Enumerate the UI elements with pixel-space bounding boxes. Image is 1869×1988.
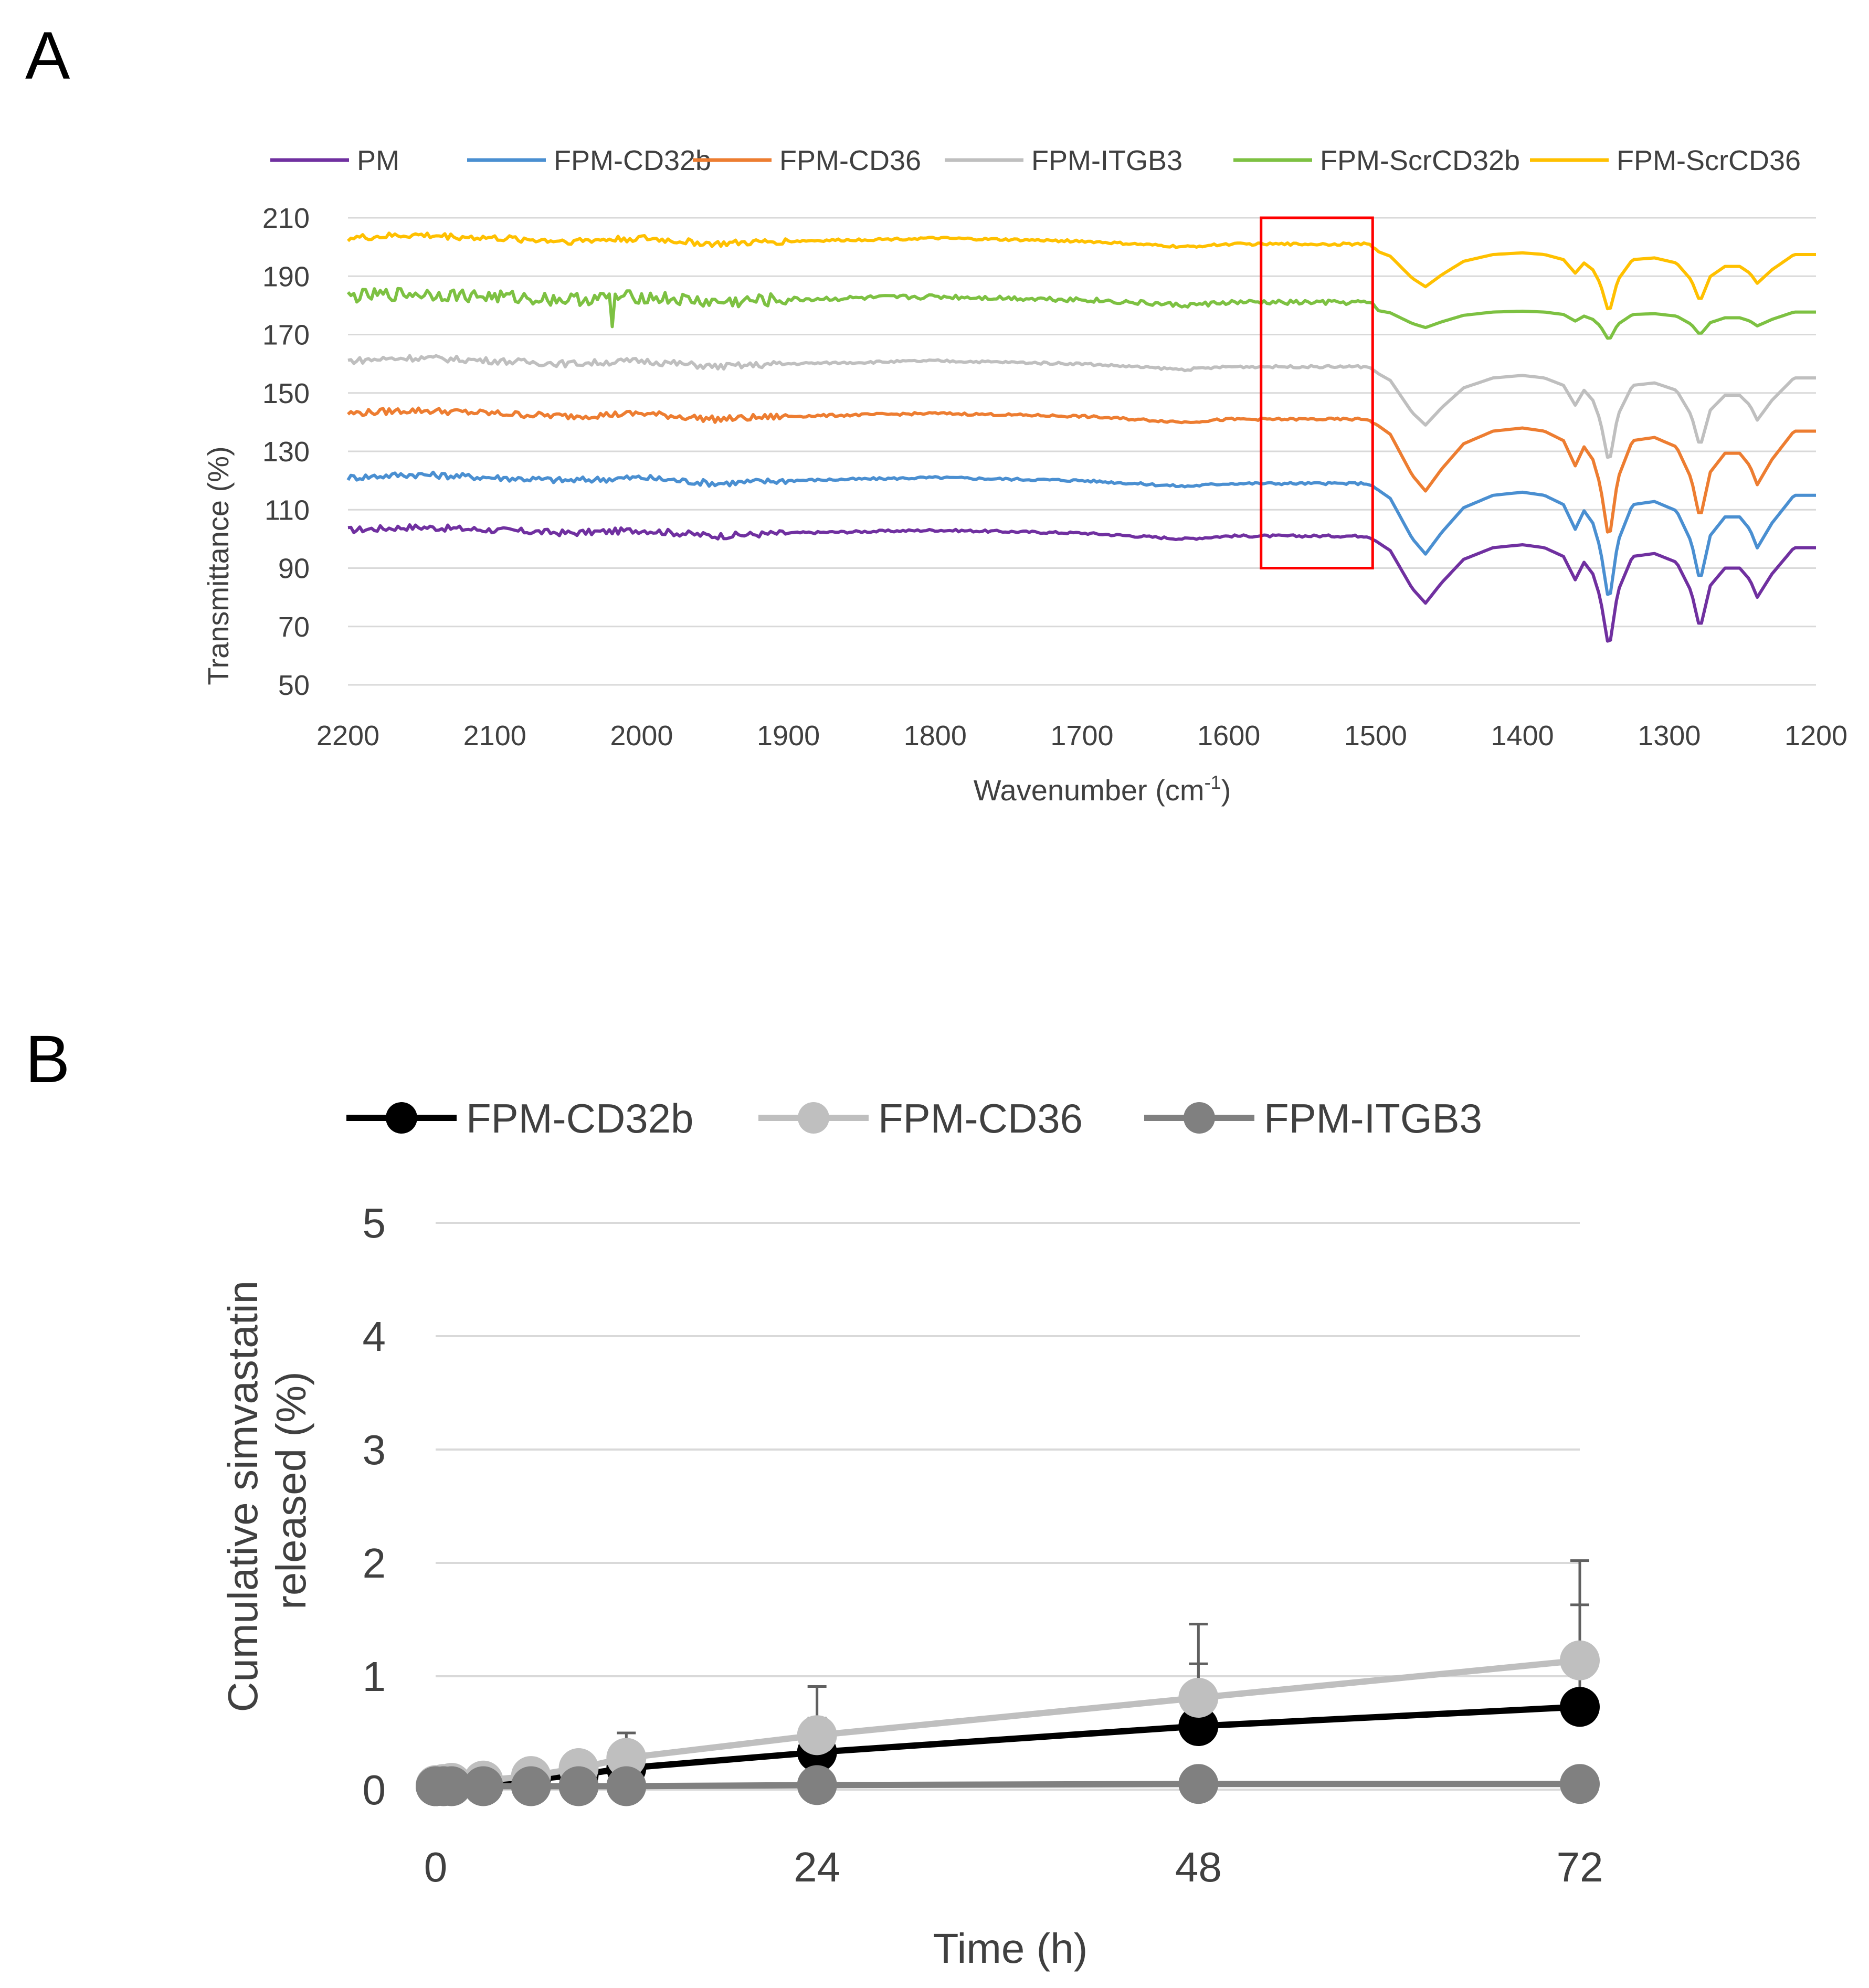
b-legend-label: FPM-CD36: [878, 1095, 1083, 1141]
a-x-ticks: 2200 2100 2000 1900 1800 1700 1600 1500 1400 1300…: [316, 720, 1847, 752]
b-y-axis-label: Cumulative simvastatin released (%): [219, 1269, 314, 1712]
b-y-tick-label: 1: [363, 1653, 386, 1700]
b-marker: [1560, 1640, 1600, 1680]
a-x-tick-label: 2000: [610, 720, 673, 752]
a-legend: PM FPM-CD32b FPM-CD36 FPM-ITGB3 FPM-ScrCD32b…: [270, 145, 1801, 176]
a-y-tick-label: 170: [262, 320, 310, 351]
a-series-line-fpm-scrcd32b: [346, 287, 1816, 340]
a-x-tick-label: 1300: [1638, 720, 1701, 752]
a-y-ticks: 210 190 170 150 130 110 90 70 50: [262, 203, 310, 701]
a-x-tick-label: 2100: [463, 720, 526, 752]
a-y-tick-label: 130: [262, 436, 310, 468]
b-y-tick-label: 2: [363, 1540, 386, 1587]
b-marker: [463, 1766, 503, 1806]
b-marker: [511, 1766, 551, 1806]
b-marker: [1178, 1706, 1219, 1747]
b-x-tick-label: 48: [1175, 1844, 1222, 1890]
a-x-tick-label: 1400: [1491, 720, 1554, 752]
b-y-ticks: 0 1 2 3 4 5: [363, 1200, 386, 1813]
a-y-tick-label: 70: [278, 611, 310, 643]
a-legend-label: FPM-CD36: [779, 145, 921, 176]
b-x-axis-label: Time (h): [933, 1925, 1088, 1972]
a-x-tick-label: 1200: [1784, 720, 1847, 752]
a-x-tick-label: 1800: [904, 720, 967, 752]
b-y-axis-label-line1: Cumulative simvastatin: [219, 1281, 266, 1712]
b-marker: [606, 1766, 647, 1806]
b-marker: [797, 1715, 837, 1756]
release-chart: 0 1 2 3 4 5 0 24 48 72 FPM-CD32b FPM-CD36 FPM-ITGB…: [219, 1095, 1603, 1972]
b-legend-label: FPM-ITGB3: [1264, 1095, 1482, 1141]
b-legend-label: FPM-CD32b: [466, 1095, 693, 1141]
a-x-axis-label: Wavenumber (cm-1): [974, 771, 1231, 807]
a-series-line-fpm-cd32b: [346, 470, 1816, 596]
b-y-tick-label: 0: [363, 1767, 386, 1813]
a-y-tick-label: 90: [278, 553, 310, 585]
a-legend-label: FPM-ITGB3: [1031, 145, 1182, 176]
a-legend-label: PM: [357, 145, 399, 176]
b-marker: [558, 1766, 599, 1806]
b-legend-marker: [386, 1102, 417, 1134]
b-y-axis-label-line2: released (%): [268, 1371, 314, 1610]
a-series-group: [346, 231, 1816, 643]
b-y-tick-label: 5: [363, 1200, 386, 1246]
ftir-chart: 210 190 170 150 130 110 90 70 50 2200 2100 2000 190…: [202, 145, 1847, 807]
a-y-tick-label: 110: [265, 494, 310, 526]
a-x-tick-label: 2200: [316, 720, 379, 752]
b-x-tick-label: 0: [424, 1844, 448, 1890]
a-legend-label: FPM-ScrCD36: [1617, 145, 1801, 176]
highlight-box: [1260, 216, 1374, 569]
b-marker: [1560, 1764, 1600, 1804]
b-error-bars: [569, 1559, 1589, 1775]
b-marker: [797, 1765, 837, 1805]
b-marker: [1560, 1687, 1600, 1727]
b-y-tick-label: 3: [363, 1426, 386, 1473]
a-series-line-fpm-itgb3: [347, 354, 1816, 459]
b-x-tick-label: 24: [794, 1844, 840, 1890]
b-series-group: [416, 1640, 1600, 1806]
a-legend-label: FPM-CD32b: [554, 145, 711, 176]
b-marker: [606, 1738, 647, 1778]
b-gridlines: [436, 1222, 1580, 1791]
b-marker: [1178, 1678, 1219, 1718]
a-series-line-pm: [347, 523, 1816, 643]
a-y-tick-label: 50: [278, 670, 310, 701]
b-x-ticks: 0 24 48 72: [424, 1844, 1603, 1890]
a-legend-label: FPM-ScrCD32b: [1320, 145, 1520, 176]
b-legend-marker: [1184, 1102, 1215, 1134]
a-x-tick-label: 1500: [1344, 720, 1407, 752]
a-x-tick-label: 1700: [1050, 720, 1113, 752]
a-y-tick-label: 190: [262, 261, 310, 292]
a-series-line-fpm-cd36: [347, 406, 1816, 534]
b-marker: [1178, 1764, 1219, 1804]
a-y-tick-label: 210: [262, 203, 310, 234]
a-x-tick-label: 1600: [1197, 720, 1260, 752]
a-series-line-fpm-scrcd36: [346, 231, 1816, 311]
b-y-tick-label: 4: [363, 1313, 386, 1360]
a-y-axis-label: Transmittance (%): [202, 446, 235, 685]
b-legend-marker: [798, 1102, 829, 1134]
panel-b-letter: B: [25, 1022, 70, 1097]
a-y-tick-label: 150: [262, 378, 310, 409]
a-x-tick-label: 1900: [757, 720, 820, 752]
a-gridlines: [348, 217, 1816, 686]
b-legend: FPM-CD32b FPM-CD36 FPM-ITGB3: [346, 1095, 1482, 1141]
panel-a-letter: A: [25, 18, 70, 93]
b-marker: [431, 1766, 472, 1806]
b-x-tick-label: 72: [1557, 1844, 1603, 1890]
